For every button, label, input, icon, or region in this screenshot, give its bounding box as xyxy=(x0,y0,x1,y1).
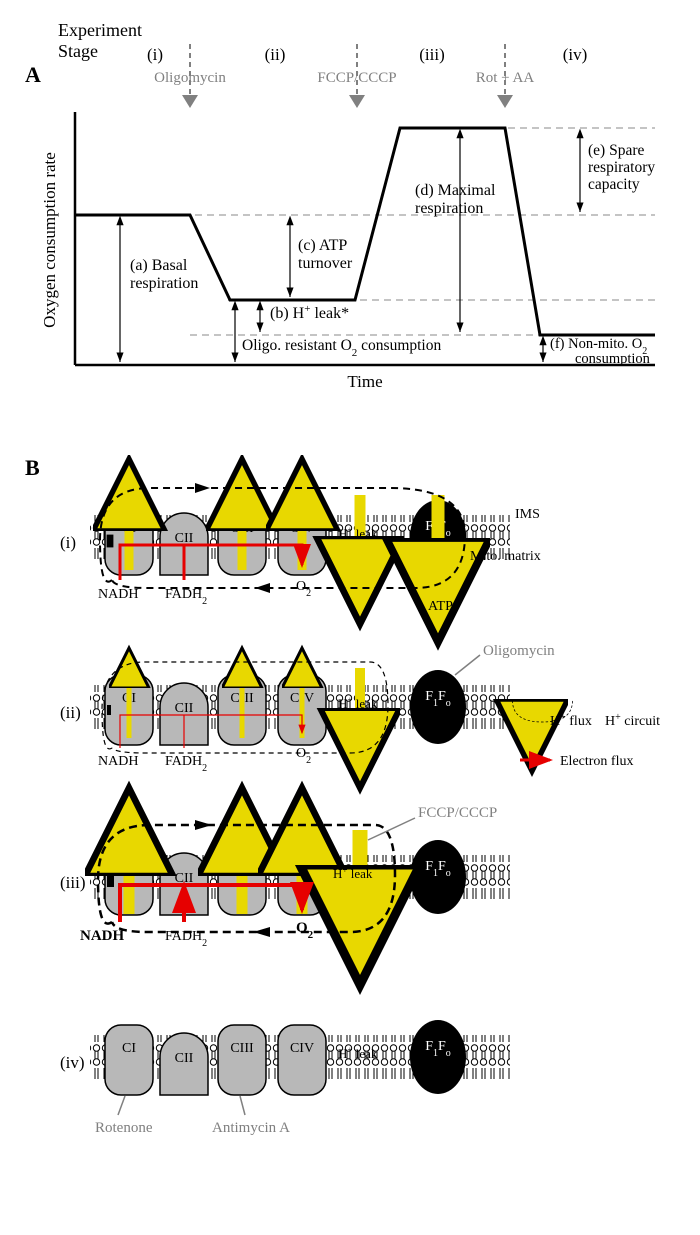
svg-text:Rotenone: Rotenone xyxy=(95,1120,153,1136)
stage-ii: (ii) xyxy=(265,45,286,64)
svg-text:ATP: ATP xyxy=(428,599,453,614)
annotation-d-maximal: (d) Maximal respiration xyxy=(415,131,496,332)
svg-text:capacity: capacity xyxy=(588,176,640,193)
stage-i: (i) xyxy=(147,45,163,64)
injection-fccp: FCCP/CCCP xyxy=(317,44,396,108)
svg-text:(i): (i) xyxy=(60,533,76,552)
svg-text:(d) Maximal: (d) Maximal xyxy=(415,182,496,199)
annotation-f-nonmito: (f) Non-mito. O2 consumption xyxy=(543,336,651,367)
x-axis-label: Time xyxy=(347,372,382,391)
svg-text:respiration: respiration xyxy=(415,200,483,217)
ocr-trace xyxy=(75,128,655,335)
svg-text:H+ leak: H+ leak xyxy=(338,695,378,711)
svg-text:FADH2: FADH2 xyxy=(165,587,207,607)
svg-text:IMS: IMS xyxy=(515,507,540,522)
svg-text:FCCP/CCCP: FCCP/CCCP xyxy=(418,805,497,821)
annotation-b-leak: (b) H+ leak* xyxy=(260,303,349,332)
diagram-ii: (ii) CI CII CIII CIV F1Fo xyxy=(60,643,660,774)
legend: H+ flux H+ circuit Electron flux xyxy=(513,701,661,770)
annotation-c-atp: (c) ATP turnover xyxy=(290,218,353,297)
stage-iii: (iii) xyxy=(419,45,445,64)
svg-text:O2: O2 xyxy=(296,746,311,766)
svg-text:Electron flux: Electron flux xyxy=(560,754,633,769)
svg-text:CIII: CIII xyxy=(230,1041,254,1056)
svg-text:(c) ATP: (c) ATP xyxy=(298,237,347,254)
svg-text:CII: CII xyxy=(175,1051,194,1066)
svg-text:respiratory: respiratory xyxy=(588,159,655,176)
svg-text:Oligomycin: Oligomycin xyxy=(483,643,555,659)
svg-text:respiration: respiration xyxy=(130,275,198,292)
svg-text:H+ leak: H+ leak xyxy=(338,525,378,541)
y-axis-label: Oxygen consumption rate xyxy=(40,152,59,328)
svg-text:Oligomycin: Oligomycin xyxy=(154,70,226,86)
annotation-e-spare: (e) Spare respiratory capacity xyxy=(580,131,655,212)
svg-text:consumption: consumption xyxy=(575,351,651,367)
svg-text:O2: O2 xyxy=(296,579,311,599)
svg-text:FADH2: FADH2 xyxy=(165,929,207,949)
svg-text:(a) Basal: (a) Basal xyxy=(130,257,188,274)
svg-text:(b) H+ leak*: (b) H+ leak* xyxy=(270,303,349,322)
svg-text:turnover: turnover xyxy=(298,255,353,272)
svg-text:FADH2: FADH2 xyxy=(165,754,207,774)
svg-text:CII: CII xyxy=(175,701,194,716)
svg-text:FCCP/CCCP: FCCP/CCCP xyxy=(317,70,396,86)
svg-text:Rot + AA: Rot + AA xyxy=(476,70,535,86)
svg-text:CI: CI xyxy=(122,1041,136,1056)
svg-text:H+ leak: H+ leak xyxy=(338,1045,378,1061)
svg-text:H+ circuit: H+ circuit xyxy=(605,712,660,730)
annotation-a-basal: (a) Basal respiration xyxy=(120,218,198,362)
panel-b-diagrams: (i) CI CII CIII CIV F1Fo xyxy=(20,455,680,1215)
svg-text:CIV: CIV xyxy=(290,1041,314,1056)
svg-text:(e) Spare: (e) Spare xyxy=(588,142,644,159)
svg-text:NADH: NADH xyxy=(80,928,124,944)
injection-rot-aa: Rot + AA xyxy=(476,44,535,108)
svg-text:Antimycin A: Antimycin A xyxy=(212,1120,290,1136)
svg-text:H+ leak: H+ leak xyxy=(333,865,373,881)
diagram-iii: (iii) CI CII CIII CIV F1Fo xyxy=(60,805,510,949)
svg-text:Mito. matrix: Mito. matrix xyxy=(470,549,541,564)
svg-text:(iii): (iii) xyxy=(60,873,86,892)
diagram-iv: (iv) CI CII CIII CIV F1Fo H+ leak Roteno… xyxy=(60,1020,510,1136)
svg-text:Oligo. resistant O2 consumptio: Oligo. resistant O2 consumption xyxy=(242,337,441,359)
svg-text:O2: O2 xyxy=(296,920,314,941)
svg-text:(iv): (iv) xyxy=(60,1053,85,1072)
panel-a-chart: (i) (ii) (iii) (iv) Oligomycin FCCP/CCCP… xyxy=(20,20,680,450)
stage-iv: (iv) xyxy=(563,45,588,64)
diagram-i: (i) CI CII CIII CIV F1Fo xyxy=(60,483,541,614)
injection-oligomycin: Oligomycin xyxy=(154,44,226,108)
svg-text:NADH: NADH xyxy=(98,587,138,602)
svg-text:(ii): (ii) xyxy=(60,703,81,722)
svg-text:NADH: NADH xyxy=(98,754,138,769)
